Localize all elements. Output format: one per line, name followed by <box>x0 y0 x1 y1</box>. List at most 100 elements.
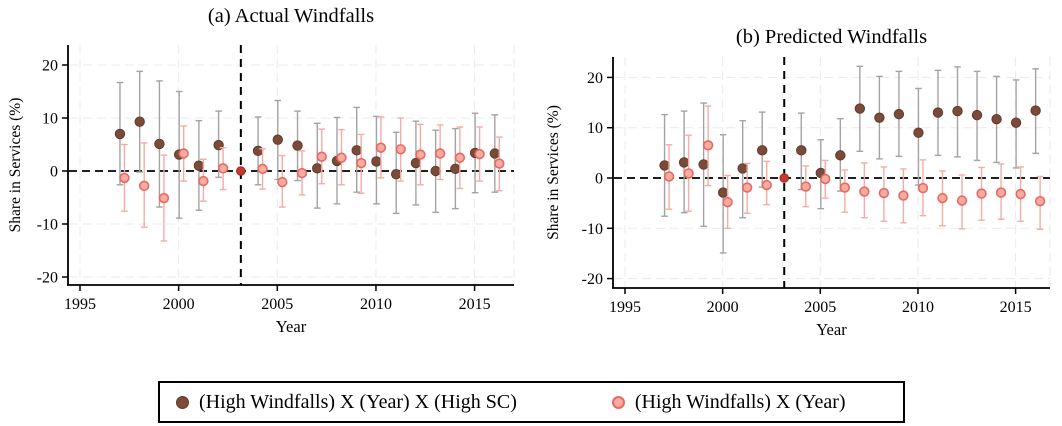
data-point <box>1010 117 1022 128</box>
data-point <box>316 151 327 162</box>
data-point <box>991 113 1002 125</box>
data-point <box>434 148 446 159</box>
data-point <box>893 108 905 120</box>
data-point <box>390 168 402 180</box>
data-point <box>913 127 924 138</box>
data-point <box>678 157 690 168</box>
data-point <box>995 187 1007 198</box>
legend-marker-pink-circle-icon <box>611 395 625 409</box>
data-point <box>952 105 963 117</box>
data-point <box>119 172 130 184</box>
y-axis-label: Share in Services (%) <box>7 98 24 233</box>
data-point <box>956 195 968 206</box>
y-tick-label: -20 <box>582 271 603 288</box>
y-tick-label: -10 <box>582 221 603 238</box>
chart-predicted-windfalls: -20 -10 0 10 20 1995 2000 2005 2010 2015 (b) Predi… <box>545 26 1051 339</box>
data-point <box>971 109 983 121</box>
data-point <box>854 103 866 114</box>
data-point <box>154 138 165 150</box>
data-point <box>336 152 347 163</box>
legend-marker-brown-circle-icon <box>176 395 189 409</box>
data-point <box>820 173 831 185</box>
series-high-windfalls-x-year <box>663 105 1046 231</box>
data-point <box>937 192 948 204</box>
data-point <box>737 163 748 174</box>
panel-title: (a) Actual Windfalls <box>208 5 374 27</box>
data-point <box>796 145 807 156</box>
data-point <box>698 159 709 170</box>
legend: (High Windfalls) X (Year) X (High SC) (H… <box>158 381 905 423</box>
data-point <box>976 188 987 199</box>
data-point <box>859 186 870 197</box>
data-point <box>874 112 885 123</box>
x-tick-label: 2000 <box>163 296 195 313</box>
data-point <box>800 181 811 192</box>
data-point <box>494 158 505 169</box>
data-point <box>659 160 670 171</box>
panel-title: (b) Predicted Windfalls <box>736 26 927 48</box>
x-tick-label: 2015 <box>1000 299 1032 316</box>
data-point <box>395 144 406 155</box>
panel-predicted-windfalls: -20 -10 0 10 20 1995 2000 2005 2010 2015 (b) Predi… <box>531 0 1062 350</box>
y-tick-label: 20 <box>587 70 603 87</box>
x-axis-label: Year <box>816 320 847 339</box>
legend-entry-triple-interaction: (High Windfalls) X (Year) X (High SC) <box>176 391 517 414</box>
panel-actual-windfalls: -20 -10 0 10 20 1995 2000 2005 2010 2015 (a) Actua… <box>0 0 531 350</box>
data-point <box>252 145 264 157</box>
data-point <box>292 140 303 151</box>
x-tick-label: 2010 <box>360 296 392 313</box>
data-point <box>835 150 846 161</box>
x-tick-label: 1995 <box>64 296 96 313</box>
x-tick-label: 2000 <box>707 299 739 316</box>
data-point <box>683 168 694 179</box>
x-tick-label: 2010 <box>902 299 934 316</box>
y-tick-label: 10 <box>42 111 58 128</box>
data-point <box>702 140 714 151</box>
y-tick-label: 0 <box>50 164 58 181</box>
data-point <box>932 107 944 118</box>
data-point <box>312 163 323 174</box>
data-point <box>257 163 268 175</box>
data-point <box>371 156 382 167</box>
x-tick-label: 2005 <box>261 296 293 313</box>
reference-year-marker <box>779 173 790 183</box>
data-point <box>114 128 126 140</box>
data-point <box>1015 188 1026 200</box>
data-point <box>450 163 461 175</box>
data-point <box>138 180 150 192</box>
y-tick-label: -20 <box>37 270 58 287</box>
data-point <box>1034 195 1046 207</box>
x-tick-label: 1995 <box>609 299 641 316</box>
data-point <box>489 148 501 159</box>
series-high-windfalls-x-year <box>119 116 505 242</box>
data-point <box>474 148 485 160</box>
data-point <box>757 145 768 156</box>
y-tick-label: 0 <box>595 171 603 188</box>
data-point <box>454 152 466 163</box>
data-point <box>356 157 367 169</box>
data-point <box>375 142 387 153</box>
reference-year-marker <box>236 166 246 176</box>
data-point <box>217 163 229 174</box>
data-point <box>741 182 753 193</box>
data-point <box>839 182 851 193</box>
chart-actual-windfalls: -20 -10 0 10 20 1995 2000 2005 2010 2015 (a) Actua… <box>7 5 515 336</box>
data-point <box>272 134 283 145</box>
data-point <box>193 160 205 171</box>
data-point <box>277 176 288 188</box>
data-point <box>761 179 772 191</box>
series-high-windfalls-x-year-x-high-sc <box>659 65 1041 254</box>
y-tick-label: -10 <box>37 217 58 234</box>
data-point <box>351 145 362 156</box>
y-tick-label: 10 <box>587 120 603 137</box>
y-tick-label: 20 <box>42 58 58 75</box>
data-point <box>1030 105 1041 116</box>
data-point <box>415 149 426 160</box>
legend-entry-double-interaction: (High Windfalls) X (Year) <box>611 390 846 414</box>
gridlines <box>69 45 515 284</box>
legend-label-double-interaction: (High Windfalls) X (Year) <box>634 390 846 413</box>
data-point <box>296 167 308 179</box>
data-point <box>917 182 929 194</box>
series-high-windfalls-x-year-x-high-sc <box>114 70 501 219</box>
